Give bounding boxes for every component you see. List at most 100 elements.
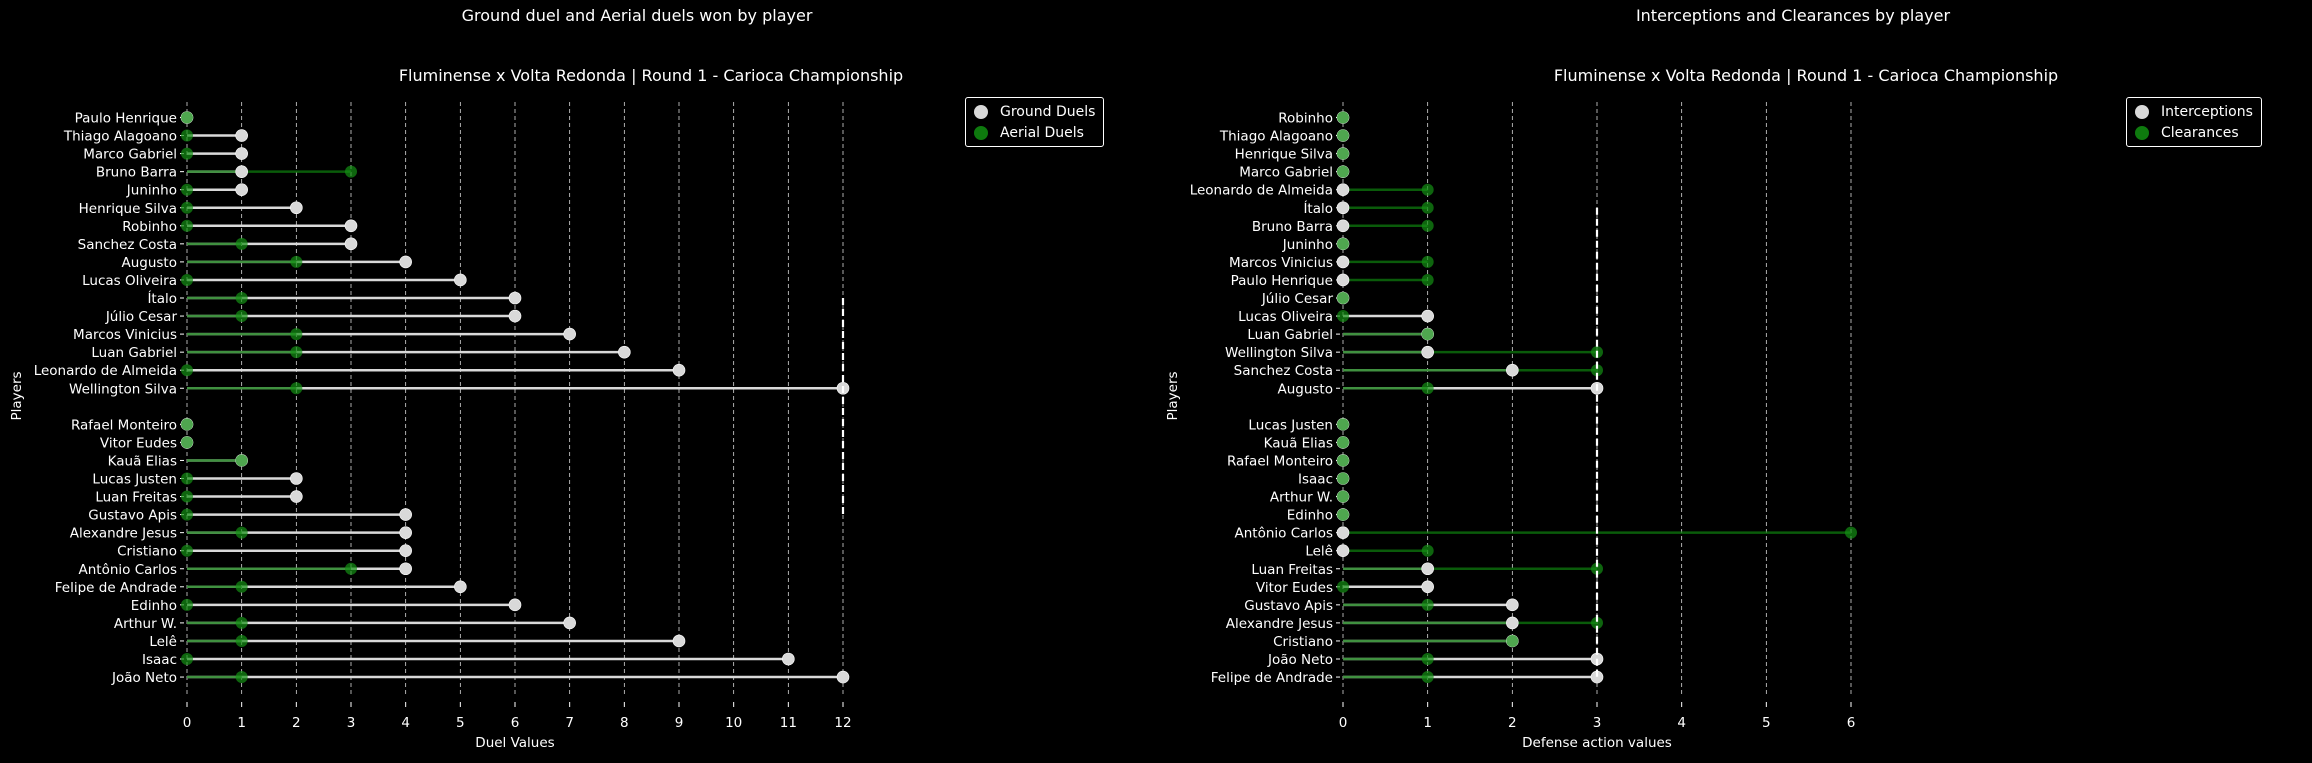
y-axis-label: Players	[1165, 371, 1181, 420]
series-b-point	[181, 436, 193, 449]
series-b-point	[181, 219, 193, 232]
series-a-point	[618, 345, 631, 359]
series-a-point	[290, 201, 303, 215]
series-b-point	[1337, 111, 1349, 124]
legend-marker-ground-duels	[974, 104, 988, 119]
player-label: Edinho	[131, 598, 177, 614]
player-label: Antônio Carlos	[1235, 526, 1334, 542]
legend-label-ground-duels: Ground Duels	[1000, 103, 1096, 120]
player-label: Ítalo	[1303, 200, 1333, 217]
series-b-point	[1337, 454, 1349, 467]
x-tick-label: 1	[1423, 715, 1432, 731]
player-label: Marco Gabriel	[83, 147, 177, 163]
series-b-point	[181, 201, 193, 214]
legend-item-ground-duels: Ground Duels	[974, 101, 1095, 122]
series-a-point	[235, 129, 248, 142]
series-b-point	[181, 273, 193, 286]
series-b-point	[1337, 165, 1349, 178]
series-b-point	[235, 634, 248, 647]
series-b-point	[1337, 129, 1349, 142]
x-tick-label: 0	[183, 715, 192, 731]
series-a-point	[399, 508, 412, 521]
series-b-point	[235, 526, 248, 539]
series-a-point	[1336, 183, 1350, 196]
player-label: Alexandre Jesus	[70, 526, 177, 542]
suptitle-left: Ground duel and Aerial duels won by play…	[461, 6, 813, 25]
series-b-point	[181, 147, 193, 160]
series-b-point	[1337, 508, 1349, 521]
player-label: Arthur W.	[1270, 490, 1333, 506]
player-label: Luan Freitas	[95, 490, 177, 506]
x-tick-label: 2	[292, 715, 301, 731]
x-tick-label: 10	[725, 715, 742, 731]
series-a-point	[290, 490, 303, 503]
series-b-point	[181, 598, 193, 611]
player-label: Robinho	[1278, 111, 1333, 127]
player-label: Leonardo de Almeida	[34, 363, 177, 379]
series-b-point	[1421, 328, 1434, 341]
series-b-point	[181, 418, 193, 431]
series-a-point	[1336, 526, 1350, 539]
chart-panel-left: Fluminense x Volta Redonda | Round 1 - C…	[0, 0, 1156, 759]
series-b-point	[1337, 418, 1349, 431]
x-tick-label: 12	[834, 715, 851, 731]
player-label: Luan Gabriel	[91, 345, 177, 361]
player-label: Felipe de Andrade	[1211, 670, 1333, 686]
series-a-point	[235, 147, 248, 160]
series-a-point	[344, 219, 358, 233]
series-b-point	[290, 346, 303, 359]
series-b-point	[1337, 490, 1349, 503]
series-b-point	[1337, 147, 1349, 160]
series-a-point	[235, 183, 248, 196]
chart-title: Fluminense x Volta Redonda | Round 1 - C…	[1554, 66, 2058, 85]
legend-marker-interceptions	[2135, 104, 2149, 119]
series-a-point	[836, 670, 850, 684]
x-tick-label: 0	[1339, 715, 1348, 731]
player-label: Kauã Elias	[1264, 435, 1333, 451]
series-a-point	[1506, 363, 1519, 377]
series-b-point	[235, 580, 248, 593]
player-label: Luan Gabriel	[1247, 327, 1333, 343]
x-tick-label: 3	[347, 715, 356, 731]
player-label: Marcos Vinicius	[73, 327, 177, 343]
x-axis-label: Defense action values	[1522, 735, 1672, 751]
series-b-point	[1337, 436, 1349, 449]
x-axis-label: Duel Values	[475, 735, 554, 751]
player-label: Isaac	[142, 652, 177, 668]
series-a-point	[508, 309, 522, 323]
x-tick-label: 7	[565, 715, 574, 731]
legend-marker-clearances	[2135, 125, 2149, 140]
series-b-point	[1337, 310, 1349, 323]
series-b-point	[1421, 671, 1434, 684]
series-a-point	[1336, 273, 1350, 287]
series-a-point	[235, 165, 248, 178]
series-b-point	[181, 508, 193, 521]
player-label: Juninho	[1282, 237, 1333, 253]
player-label: Robinho	[122, 219, 177, 235]
series-a-point	[399, 544, 412, 558]
series-b-point	[1337, 237, 1349, 250]
player-label: Thiago Alagoano	[63, 129, 177, 145]
series-b-point	[181, 653, 193, 665]
player-label: Thiago Alagoano	[1219, 129, 1333, 145]
player-label: Gustavo Apis	[88, 508, 177, 524]
x-tick-label: 8	[620, 715, 629, 731]
series-b-point	[181, 490, 193, 503]
x-tick-label: 3	[1593, 715, 1602, 731]
series-a-point	[344, 237, 358, 251]
series-b-point	[235, 237, 248, 250]
series-b-point	[181, 111, 193, 124]
series-b-point	[1591, 364, 1603, 377]
series-b-point	[235, 292, 248, 304]
series-b-point	[1591, 562, 1603, 575]
legend-label-clearances: Clearances	[2161, 124, 2239, 141]
series-a-point	[1421, 345, 1434, 359]
player-label: Vitor Eudes	[1256, 580, 1333, 596]
player-label: Isaac	[1298, 472, 1333, 488]
series-a-point	[1336, 255, 1350, 269]
player-label: Wellington Silva	[1225, 345, 1333, 361]
player-label: Lelê	[149, 634, 177, 650]
series-a-point	[672, 363, 686, 377]
legend-left: Ground Duels Aerial Duels	[965, 97, 1105, 147]
series-a-point	[672, 634, 686, 648]
